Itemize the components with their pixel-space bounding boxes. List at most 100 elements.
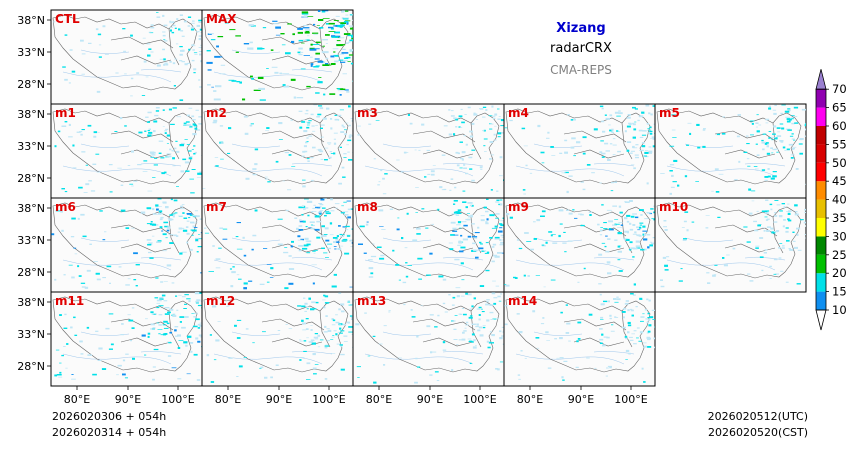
echo-cell (350, 304, 353, 305)
echo-cell (262, 331, 266, 333)
echo-cell (97, 360, 102, 361)
echo-cell (626, 214, 631, 217)
echo-cell (380, 169, 383, 172)
echo-cell (156, 322, 160, 324)
map-panel: MAX (201, 9, 354, 105)
echo-cell (236, 376, 239, 377)
echo-cell (707, 282, 711, 284)
echo-cell (523, 274, 526, 277)
echo-cell (498, 203, 502, 206)
echo-cell (151, 235, 155, 237)
echo-cell (304, 198, 309, 200)
echo-cell (290, 78, 296, 81)
echo-cell (496, 199, 500, 201)
echo-cell (635, 245, 641, 248)
echo-cell (465, 143, 468, 146)
echo-cell (152, 366, 156, 368)
echo-cell (789, 119, 792, 121)
echo-cell (751, 200, 755, 202)
map-panel: m6 (50, 197, 203, 293)
echo-cell (183, 217, 188, 219)
echo-cell (416, 233, 421, 235)
echo-cell (376, 246, 382, 248)
echo-cell (227, 152, 231, 154)
echo-cell (156, 307, 160, 309)
echo-cell (372, 335, 376, 337)
echo-cell (81, 53, 86, 55)
echo-cell (689, 132, 692, 135)
echo-cell (188, 217, 191, 219)
echo-cell (625, 238, 630, 241)
echo-cell (762, 227, 766, 229)
echo-cell (219, 73, 226, 75)
echo-cell (558, 234, 561, 238)
echo-cell (761, 210, 766, 213)
echo-cell (309, 48, 317, 51)
panel-content (504, 200, 655, 288)
echo-cell (323, 306, 326, 309)
echo-cell (254, 209, 258, 212)
echo-cell (756, 130, 760, 133)
echo-cell (196, 299, 201, 302)
echo-cell (231, 80, 237, 82)
panel-content (504, 104, 655, 195)
echo-cell (74, 334, 78, 336)
echo-cell (275, 26, 281, 29)
echo-cell (324, 325, 327, 328)
echo-cell (349, 286, 353, 288)
model-title: CMA-REPS (550, 63, 612, 77)
echo-cell (66, 343, 69, 345)
echo-cell (200, 60, 202, 63)
echo-cell (432, 351, 437, 353)
echo-cell (315, 338, 319, 340)
echo-cell (190, 192, 195, 194)
echo-cell (188, 107, 193, 109)
echo-cell (626, 141, 632, 143)
echo-cell (545, 241, 548, 244)
echo-cell (759, 237, 764, 239)
echo-cell (407, 265, 412, 266)
echo-cell (343, 157, 347, 158)
echo-cell (599, 234, 603, 236)
echo-cell (488, 304, 493, 306)
echo-cell (790, 157, 794, 159)
echo-cell (332, 319, 336, 322)
echo-cell (54, 374, 58, 377)
echo-cell (599, 105, 604, 108)
echo-cell (343, 341, 348, 342)
colorbar-segment (816, 273, 826, 292)
echo-cell (761, 141, 766, 144)
echo-cell (294, 217, 298, 219)
echo-cell (502, 343, 504, 345)
echo-cell (607, 158, 611, 161)
echo-cell (162, 31, 166, 33)
echo-cell (338, 59, 344, 61)
river-lines (62, 237, 182, 271)
lon-tick-label: 90°E (568, 393, 594, 406)
echo-cell (485, 303, 489, 306)
echo-cell (575, 366, 579, 368)
echo-cell (181, 35, 185, 37)
echo-cell (194, 127, 198, 130)
echo-cell (683, 238, 687, 240)
echo-cell (715, 191, 720, 193)
echo-cell (169, 148, 172, 151)
echo-cell (199, 218, 202, 220)
echo-cell (610, 330, 615, 332)
echo-cell (277, 243, 283, 246)
echo-cell (479, 166, 483, 169)
echo-cell (778, 257, 782, 259)
echo-cell (764, 176, 769, 178)
echo-cell (162, 14, 165, 17)
echo-cell (348, 25, 353, 27)
echo-cell (81, 73, 85, 75)
echo-cell (479, 108, 483, 109)
echo-cell (483, 129, 486, 132)
echo-cell (637, 229, 641, 231)
echo-cell (175, 150, 180, 153)
echo-cell (547, 367, 552, 369)
echo-cell (458, 339, 463, 341)
echo-cell (491, 115, 496, 117)
echo-cell (382, 177, 385, 180)
echo-cell (297, 305, 302, 307)
